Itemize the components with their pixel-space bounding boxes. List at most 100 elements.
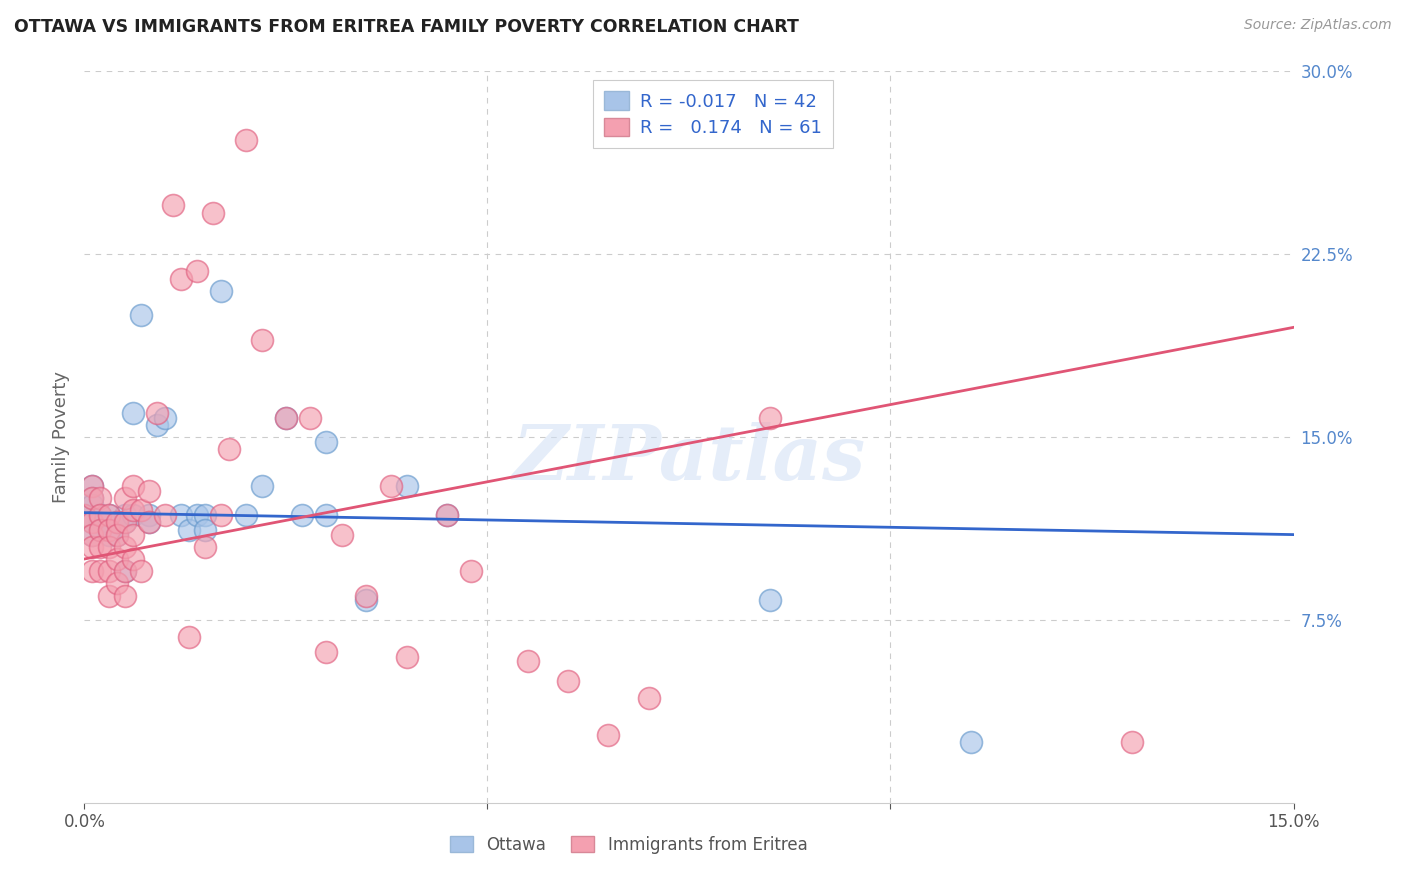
Point [114,516,136,530]
Point [194,508,217,522]
Point [89,540,111,554]
Point [202,206,225,220]
Point [105,527,128,541]
Point [315,508,337,522]
Legend: Ottawa, Immigrants from Eritrea: Ottawa, Immigrants from Eritrea [443,829,814,860]
Text: ZIPatlas: ZIPatlas [512,422,866,496]
Point [97,508,120,522]
Point [89,516,111,530]
Point [436,508,458,522]
Point [1121,735,1143,749]
Point [146,406,169,420]
Point [138,516,160,530]
Point [82,491,104,505]
Point [105,552,128,566]
Point [105,516,128,530]
Point [82,516,104,530]
Point [250,333,273,347]
Point [114,564,136,578]
Point [380,479,402,493]
Point [121,479,143,493]
Point [82,527,104,541]
Point [274,410,297,425]
Point [89,508,111,522]
Point [114,589,136,603]
Point [209,284,232,298]
Point [121,527,143,541]
Point [89,523,111,537]
Point [153,508,176,522]
Point [194,540,217,554]
Point [162,198,184,212]
Point [82,564,104,578]
Point [395,479,418,493]
Point [186,264,208,278]
Point [598,727,620,741]
Text: Source: ZipAtlas.com: Source: ZipAtlas.com [1244,18,1392,32]
Point [114,540,136,554]
Point [194,523,217,537]
Point [250,479,273,493]
Point [121,503,143,517]
Point [758,593,780,607]
Point [138,483,160,498]
Point [170,508,193,522]
Point [516,654,538,668]
Point [105,516,128,530]
Point [73,508,96,522]
Point [315,645,337,659]
Point [114,491,136,505]
Point [129,503,152,517]
Point [105,527,128,541]
Point [89,523,111,537]
Point [97,564,120,578]
Point [153,410,176,425]
Point [235,133,257,147]
Point [129,564,152,578]
Point [105,576,128,591]
Y-axis label: Family Poverty: Family Poverty [52,371,70,503]
Point [89,508,111,522]
Point [82,527,104,541]
Point [129,308,152,322]
Point [209,508,232,522]
Point [89,508,111,522]
Point [138,516,160,530]
Point [97,523,120,537]
Point [179,630,201,644]
Point [960,735,983,749]
Point [274,410,297,425]
Point [299,410,322,425]
Point [82,516,104,530]
Point [97,589,120,603]
Text: OTTAWA VS IMMIGRANTS FROM ERITREA FAMILY POVERTY CORRELATION CHART: OTTAWA VS IMMIGRANTS FROM ERITREA FAMILY… [14,18,799,36]
Point [356,593,378,607]
Point [82,479,104,493]
Point [291,508,314,522]
Point [170,271,193,285]
Point [82,499,104,513]
Point [758,410,780,425]
Point [89,491,111,505]
Point [356,589,378,603]
Point [121,406,143,420]
Point [395,649,418,664]
Point [179,523,201,537]
Point [186,508,208,522]
Point [97,540,120,554]
Point [82,479,104,493]
Point [146,417,169,432]
Point [97,527,120,541]
Point [121,552,143,566]
Point [460,564,482,578]
Point [436,508,458,522]
Point [330,527,353,541]
Point [97,516,120,530]
Point [637,690,659,705]
Point [218,442,240,457]
Point [121,508,143,522]
Point [138,508,160,522]
Point [114,564,136,578]
Point [114,508,136,522]
Point [82,540,104,554]
